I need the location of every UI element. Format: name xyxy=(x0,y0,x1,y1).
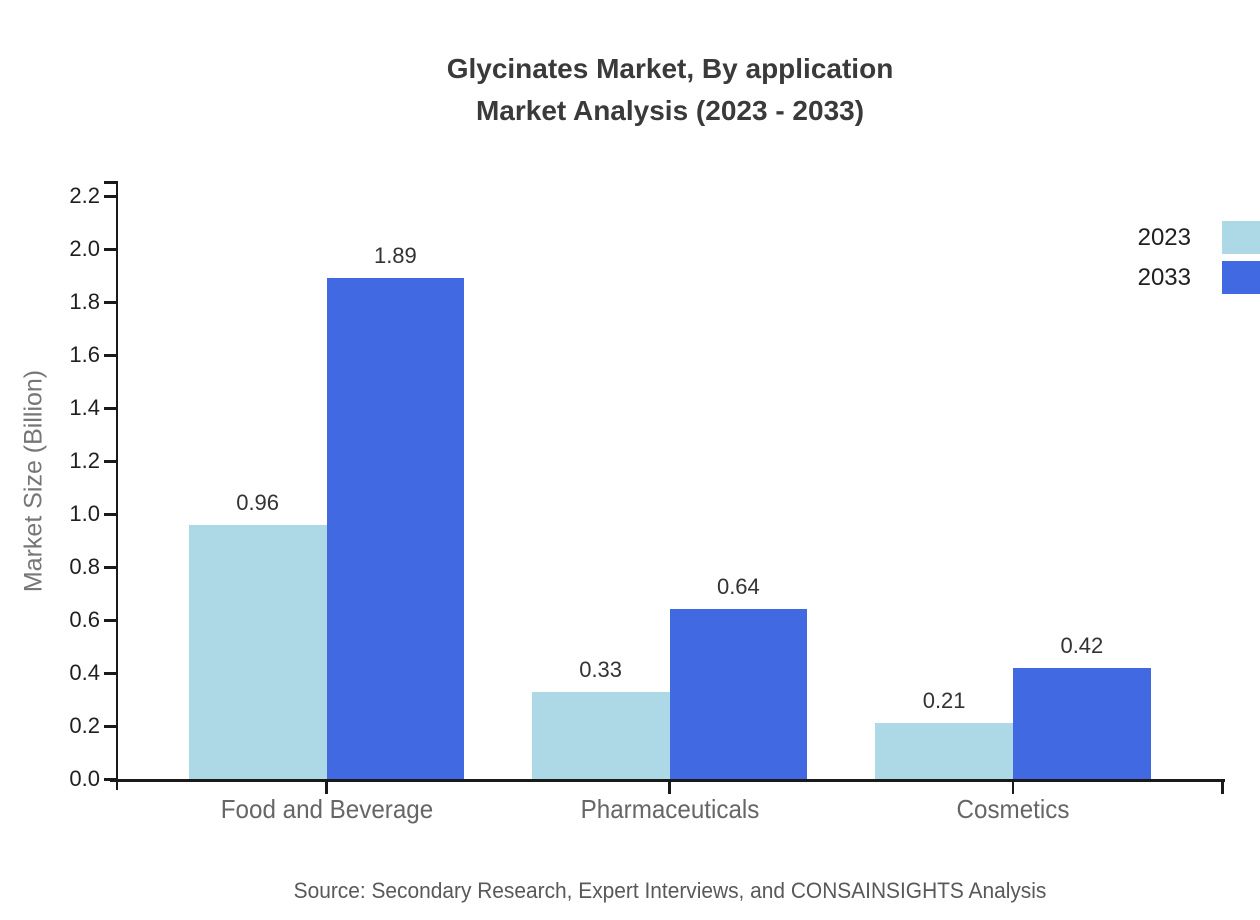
y-tick xyxy=(104,195,118,198)
bar-value-label-2033-pharmaceuticals: 0.64 xyxy=(716,574,760,600)
bar-2033-cosmetics xyxy=(1013,667,1151,780)
y-tick xyxy=(104,301,118,304)
y-tick-label: 1.4 xyxy=(69,395,100,420)
x-tick xyxy=(668,782,671,794)
x-category-label-food-and-beverage: Food and Beverage xyxy=(220,794,433,824)
legend-item-2033: 2033 xyxy=(1138,261,1260,294)
x-category-label-cosmetics: Cosmetics xyxy=(956,794,1070,824)
x-tick xyxy=(1011,782,1015,794)
source-note: Source: Secondary Research, Expert Inter… xyxy=(293,878,1047,903)
y-tick-label: 2.0 xyxy=(69,236,100,261)
bar-2023-cosmetics xyxy=(875,723,1013,780)
bar-2033-pharmaceuticals xyxy=(669,609,808,780)
chart-title-line2: Market Analysis (2023 - 2033) xyxy=(475,95,865,126)
y-axis-top-cap xyxy=(104,181,118,184)
bar-value-label-2023-pharmaceuticals: 0.33 xyxy=(579,656,623,682)
bar-value-label-2033-cosmetics: 0.42 xyxy=(1060,632,1104,658)
legend: 2023 2033 xyxy=(1138,221,1260,301)
bar-2023-food-and-beverage xyxy=(188,524,327,780)
y-tick xyxy=(104,407,118,410)
legend-label-2023: 2023 xyxy=(1137,224,1191,251)
y-tick-label: 2.2 xyxy=(69,183,100,208)
y-tick-label: 0.4 xyxy=(69,660,100,685)
legend-swatch-2023 xyxy=(1222,221,1260,254)
bar-value-label-2023-food-and-beverage: 0.96 xyxy=(236,489,280,515)
legend-item-2023: 2023 xyxy=(1138,221,1260,254)
legend-swatch-2033 xyxy=(1222,261,1260,294)
y-tick xyxy=(104,248,118,251)
y-tick xyxy=(104,354,118,357)
chart-title-line1: Glycinates Market, By application xyxy=(446,53,894,84)
y-axis-spine xyxy=(115,182,118,790)
legend-label-2033: 2033 xyxy=(1137,264,1191,291)
y-tick-label: 1.6 xyxy=(69,342,100,367)
x-axis-end-tick xyxy=(1221,779,1224,794)
y-tick-label: 0.0 xyxy=(69,766,100,791)
x-category-label-pharmaceuticals: Pharmaceuticals xyxy=(580,794,759,824)
y-tick-label: 1.2 xyxy=(69,448,100,473)
bar-2023-pharmaceuticals xyxy=(531,691,670,780)
y-tick xyxy=(104,725,118,728)
bar-value-label-2033-food-and-beverage: 1.89 xyxy=(373,243,417,269)
bar-value-label-2023-cosmetics: 0.21 xyxy=(922,688,966,714)
y-tick xyxy=(104,513,118,516)
y-tick xyxy=(104,566,118,569)
y-tick-label: 0.6 xyxy=(69,607,100,632)
bar-2033-food-and-beverage xyxy=(326,278,465,780)
x-tick xyxy=(325,782,328,794)
y-tick-label: 1.0 xyxy=(69,501,100,526)
x-axis-line xyxy=(110,779,1225,782)
y-tick xyxy=(104,460,118,463)
y-tick-label: 0.2 xyxy=(69,713,100,738)
y-tick-label: 0.8 xyxy=(69,554,100,579)
y-tick xyxy=(104,619,118,622)
chart-title: Glycinates Market, By application Market… xyxy=(80,48,1260,132)
y-tick-label: 1.8 xyxy=(69,289,100,314)
y-tick xyxy=(104,672,118,675)
